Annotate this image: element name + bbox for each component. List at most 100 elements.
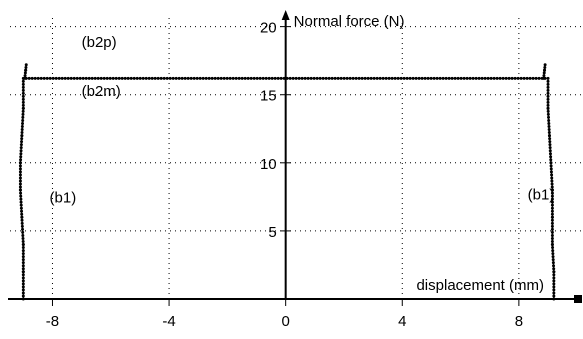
- data-point: [216, 76, 220, 80]
- data-point: [546, 112, 550, 116]
- data-point: [192, 76, 196, 80]
- data-point: [531, 76, 535, 80]
- data-point: [550, 179, 554, 183]
- y-axis-arrow: [281, 10, 290, 20]
- data-point: [252, 76, 256, 80]
- data-point: [168, 76, 172, 80]
- data-point: [444, 76, 448, 80]
- data-point: [546, 97, 550, 101]
- data-point: [195, 76, 199, 80]
- data-point: [21, 279, 25, 283]
- data-point: [123, 76, 127, 80]
- data-point: [550, 215, 554, 219]
- data-point: [306, 76, 310, 80]
- data-point: [20, 134, 24, 138]
- ticks: -8 -4 0 4 8 5 10 15 20: [46, 20, 523, 330]
- data-point: [90, 76, 94, 80]
- data-point: [18, 179, 22, 183]
- data-point: [547, 131, 551, 135]
- data-point: [21, 246, 25, 250]
- data-point: [234, 76, 238, 80]
- data-point: [21, 297, 25, 301]
- data-point: [480, 76, 484, 80]
- data-point: [551, 249, 555, 253]
- annotations: (b2p) (b2m) (b1) (b1): [50, 34, 555, 206]
- y-tick-label: 15: [260, 88, 277, 105]
- data-point: [18, 170, 22, 174]
- data-point: [510, 76, 514, 80]
- x-tick-label: 4: [398, 313, 406, 330]
- y-tick-label: 5: [268, 224, 276, 241]
- data-point: [20, 124, 24, 128]
- data-point: [69, 76, 73, 80]
- data-point: [21, 230, 25, 234]
- data-point: [21, 233, 25, 237]
- data-point: [372, 76, 376, 80]
- data-point: [552, 267, 556, 271]
- data-point: [546, 100, 550, 104]
- data-point: [21, 82, 25, 86]
- data-point: [552, 297, 556, 301]
- data-point: [501, 76, 505, 80]
- series: [18, 63, 556, 301]
- data-point: [20, 218, 24, 222]
- data-point: [552, 285, 556, 289]
- data-point: [108, 76, 112, 80]
- data-point: [550, 227, 554, 231]
- grid: [10, 18, 583, 299]
- data-point: [474, 76, 478, 80]
- data-point: [21, 79, 25, 83]
- data-point: [21, 115, 25, 119]
- data-point: [300, 76, 304, 80]
- data-point: [495, 76, 499, 80]
- data-point: [450, 76, 454, 80]
- data-point: [20, 131, 24, 135]
- data-point: [30, 76, 34, 80]
- data-point: [18, 161, 22, 165]
- data-point: [21, 273, 25, 277]
- data-point: [552, 288, 556, 292]
- data-point: [33, 76, 37, 80]
- data-point: [96, 76, 100, 80]
- data-point: [408, 76, 412, 80]
- y-axis-label: Normal force (N): [294, 13, 405, 30]
- data-point: [114, 76, 118, 80]
- data-point: [75, 76, 79, 80]
- data-point: [312, 76, 316, 80]
- data-point: [21, 106, 25, 110]
- data-point: [378, 76, 382, 80]
- data-point: [551, 252, 555, 256]
- data-point: [153, 76, 157, 80]
- data-point: [201, 76, 205, 80]
- data-point: [537, 76, 541, 80]
- data-point: [339, 76, 343, 80]
- data-point: [516, 76, 520, 80]
- x-tick-label: -4: [162, 313, 175, 330]
- data-point: [147, 76, 151, 80]
- data-point: [198, 76, 202, 80]
- data-point: [550, 236, 554, 240]
- data-point: [294, 76, 298, 80]
- data-point: [225, 76, 229, 80]
- data-point: [18, 176, 22, 180]
- data-point: [297, 76, 301, 80]
- data-point: [546, 103, 550, 107]
- data-point: [546, 106, 550, 110]
- data-point: [543, 63, 547, 67]
- data-point: [459, 76, 463, 80]
- data-point: [375, 76, 379, 80]
- data-point: [528, 76, 532, 80]
- data-point: [21, 276, 25, 280]
- data-point: [105, 76, 109, 80]
- axes: [8, 10, 582, 303]
- data-point: [550, 185, 554, 189]
- data-point: [547, 134, 551, 138]
- data-point: [219, 76, 223, 80]
- data-point: [399, 76, 403, 80]
- data-point: [19, 155, 23, 159]
- data-point: [21, 282, 25, 286]
- data-point: [550, 182, 554, 186]
- data-point: [18, 182, 22, 186]
- data-point: [543, 65, 547, 69]
- data-point: [21, 94, 25, 98]
